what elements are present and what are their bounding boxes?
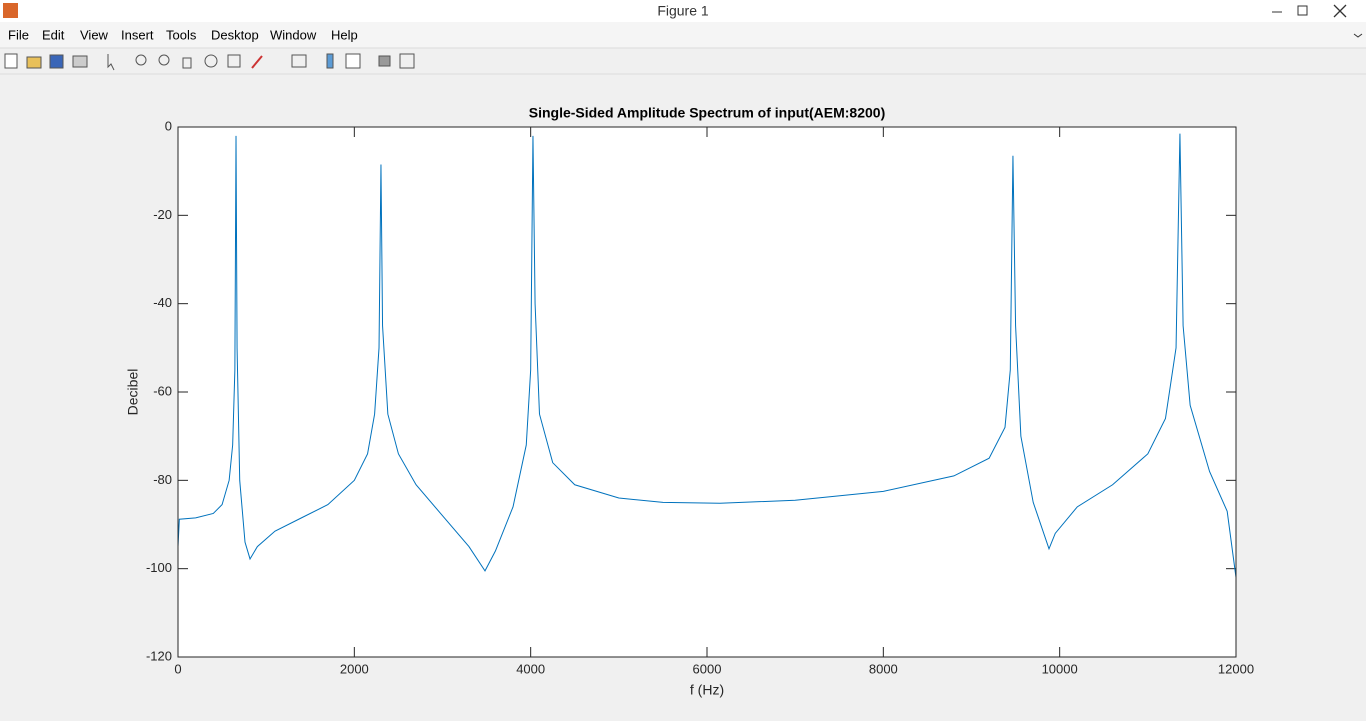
tool-new[interactable] <box>4 53 18 69</box>
menu-item[interactable]: Window <box>270 27 317 42</box>
tool-pointer[interactable] <box>107 54 115 71</box>
toolbar <box>4 53 415 71</box>
tool-hide[interactable] <box>378 55 391 67</box>
menu-item[interactable]: Edit <box>42 27 65 42</box>
tool-legend[interactable] <box>345 53 361 69</box>
close-button[interactable] <box>1333 4 1347 18</box>
spectrum-line <box>177 133 1237 578</box>
menu-item[interactable]: Tools <box>166 27 197 42</box>
x-tick-label: 12000 <box>1218 661 1254 676</box>
plot-area <box>178 127 1236 657</box>
menu-item[interactable]: Help <box>331 27 358 42</box>
menu-item[interactable]: View <box>80 27 109 42</box>
chart-title: Single-Sided Amplitude Spectrum of input… <box>529 105 886 121</box>
y-tick-label: -60 <box>153 383 172 398</box>
tool-rotate[interactable] <box>204 54 218 68</box>
axes-box <box>177 126 1237 658</box>
tool-pan[interactable] <box>182 57 192 69</box>
restore-button[interactable] <box>1297 5 1308 16</box>
tool-print[interactable] <box>72 55 88 68</box>
x-tick-label: 4000 <box>516 661 545 676</box>
tool-show[interactable] <box>399 53 415 69</box>
x-tick-label: 2000 <box>340 661 369 676</box>
y-tick-label: 0 <box>165 118 172 133</box>
menu-item[interactable]: File <box>8 27 29 42</box>
y-tick-label: -120 <box>146 648 172 663</box>
app-icon <box>3 3 18 18</box>
tool-datacursor[interactable] <box>227 54 241 68</box>
y-tick-label: -40 <box>153 295 172 310</box>
tool-link[interactable] <box>291 54 307 68</box>
tool-colorbar[interactable] <box>326 53 334 69</box>
tool-open[interactable] <box>26 56 42 69</box>
tool-zoom-out[interactable] <box>158 54 170 66</box>
x-tick-label: 0 <box>174 661 181 676</box>
tool-brush[interactable] <box>251 55 263 69</box>
menu-item[interactable]: Insert <box>121 27 154 42</box>
dock-arrow[interactable] <box>1353 33 1363 38</box>
y-axis-label: Decibel <box>125 369 141 416</box>
menu-bar <box>0 22 1366 48</box>
x-tick-label: 10000 <box>1042 661 1078 676</box>
tool-save[interactable] <box>49 54 64 69</box>
y-tick-label: -100 <box>146 560 172 575</box>
menu-item[interactable]: Desktop <box>211 27 259 42</box>
y-tick-label: -20 <box>153 207 172 222</box>
title-bar <box>0 0 1366 22</box>
x-tick-label: 8000 <box>869 661 898 676</box>
x-axis-label: f (Hz) <box>690 682 724 698</box>
y-tick-label: -80 <box>153 472 172 487</box>
window-title: Figure 1 <box>657 3 709 19</box>
tool-zoom-in[interactable] <box>135 54 147 66</box>
x-tick-label: 6000 <box>693 661 722 676</box>
